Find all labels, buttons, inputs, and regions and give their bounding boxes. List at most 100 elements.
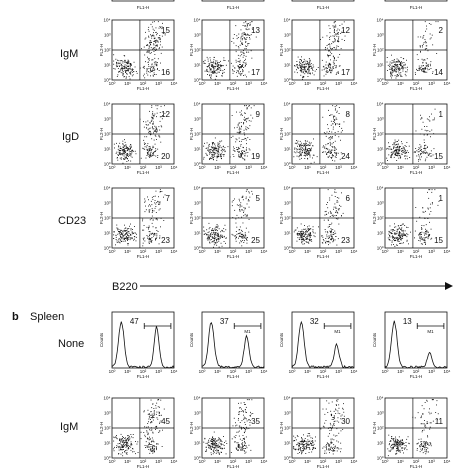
event-dot [429,63,431,65]
event-dot [127,153,129,154]
panel-letter: b [12,311,19,323]
event-dot [121,438,123,440]
event-dot [389,225,391,227]
event-dot [152,121,154,123]
event-dot [313,66,315,68]
event-dot [220,65,222,67]
event-dot [307,157,308,159]
event-dot [245,149,247,151]
event-dot [113,231,115,233]
event-dot [312,230,314,232]
event-dot [120,229,121,231]
event-dot [212,142,214,144]
event-dot [239,67,241,69]
event-dot [130,443,132,445]
event-dot [154,125,156,127]
event-dot [335,413,337,414]
event-dot [244,39,246,41]
event-dot [153,445,155,447]
event-dot [155,45,156,47]
event-dot [306,441,308,443]
event-dot [343,403,344,405]
event-dot [389,235,390,236]
event-dot [214,137,216,139]
event-dot [234,150,236,152]
event-dot [127,440,129,442]
event-dot [164,194,166,196]
event-dot [235,240,237,242]
event-dot [157,105,159,107]
event-dot [391,72,393,74]
event-dot [220,447,222,449]
event-dot [118,154,120,155]
event-dot [206,147,208,149]
event-dot [333,58,335,60]
event-dot [335,21,336,23]
event-dot [151,114,153,116]
event-dot [243,402,245,403]
event-dot [316,69,317,70]
event-dot [214,232,216,234]
event-dot [211,71,213,73]
event-dot [403,149,405,151]
event-dot [129,67,131,69]
event-dot [152,34,154,36]
event-dot [401,62,403,64]
y-axis-title: Counts [279,332,284,347]
event-dot [406,236,408,238]
event-dot [147,29,149,31]
event-dot [303,239,304,241]
lower-value: 17 [251,68,260,77]
event-dot [329,242,331,244]
event-dot [400,444,402,446]
event-dot [149,233,151,235]
event-dot [212,230,214,231]
x-tick-label: 10¹ [214,165,221,170]
event-dot [242,157,243,159]
event-dot [337,56,339,58]
event-dot [153,32,154,34]
event-dot [213,71,215,73]
event-dot [325,242,326,243]
event-dot [208,63,210,65]
event-dot [217,147,219,149]
event-dot [120,449,122,451]
event-dot [147,438,149,440]
y-axis-title: FL2-H [99,44,104,57]
event-dot [119,438,120,440]
event-dot [424,447,426,449]
event-dot [329,137,331,139]
x-axis-title: FL1-H [227,464,240,469]
event-dot [118,240,120,242]
event-dot [246,121,247,123]
event-dot [305,241,307,243]
event-dot [244,134,246,136]
event-dot [421,405,423,407]
event-dot [152,69,153,71]
event-dot [334,146,335,148]
event-dot [423,69,425,71]
event-dot [331,229,333,231]
y-tick-label: 10² [104,216,111,221]
event-dot [421,117,423,119]
event-dot [308,233,309,235]
event-dot [293,448,295,450]
event-dot [400,57,402,58]
event-dot [159,189,161,191]
event-dot [251,57,253,59]
event-dot [416,443,418,444]
event-dot [321,59,323,61]
event-dot [407,152,409,153]
event-dot [124,224,125,226]
event-dot [155,239,156,240]
event-dot [395,150,396,152]
event-dot [143,410,145,412]
event-dot [323,145,324,147]
event-dot [147,236,149,238]
x-tick-label: 10² [320,249,327,254]
event-dot [129,239,131,241]
event-dot [243,62,245,64]
x-tick-label: 10⁴ [351,369,358,374]
event-dot [151,59,153,61]
event-dot [338,448,340,450]
